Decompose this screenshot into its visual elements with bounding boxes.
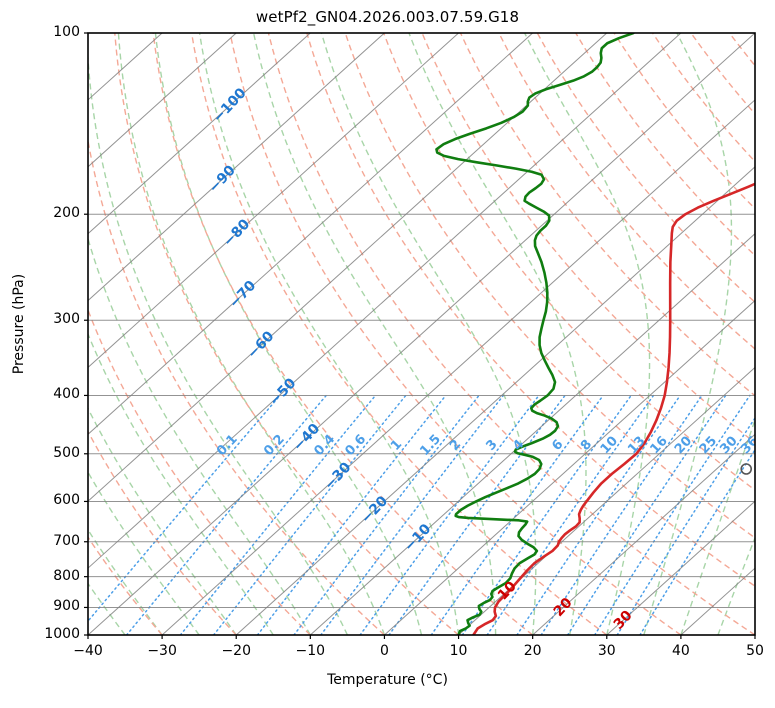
x-tick-label: 10	[449, 643, 468, 659]
x-tick-label: 50	[746, 643, 764, 659]
x-tick-label: 20	[523, 643, 542, 659]
y-tick-label: 400	[53, 386, 80, 403]
isobar-lines	[88, 33, 755, 635]
marker-point	[740, 463, 753, 475]
x-tick-label: −20	[221, 643, 251, 659]
x-tick-label: −40	[73, 643, 103, 659]
y-tick-label: 100	[53, 24, 80, 40]
plot-frame	[87, 32, 756, 636]
y-tick-label: 300	[53, 311, 80, 328]
y-tick-label: 500	[53, 444, 80, 461]
x-tick-label: 30	[597, 643, 616, 659]
y-tick-label: 200	[53, 205, 80, 222]
moist-adiabat-lines	[88, 33, 755, 635]
sounding-traces	[435, 33, 755, 635]
x-axis-label: Temperature (°C)	[327, 672, 448, 688]
x-tick-label: −10	[295, 643, 326, 659]
x-tick-label: 0	[379, 643, 389, 659]
y-tick-label: 700	[53, 532, 80, 549]
isotherm-lines	[88, 33, 755, 635]
y-tick-label: 1000	[44, 626, 80, 642]
y-tick-label: 800	[53, 567, 80, 584]
y-tick-label: 900	[53, 598, 80, 615]
dry-adiabat-lines	[88, 33, 755, 635]
y-tick-label: 600	[53, 492, 80, 509]
x-tick-label: 40	[671, 643, 690, 659]
x-tick-label: −30	[147, 643, 177, 659]
page-title: wetPf2_GN04.2026.003.07.59.G18	[255, 8, 520, 26]
